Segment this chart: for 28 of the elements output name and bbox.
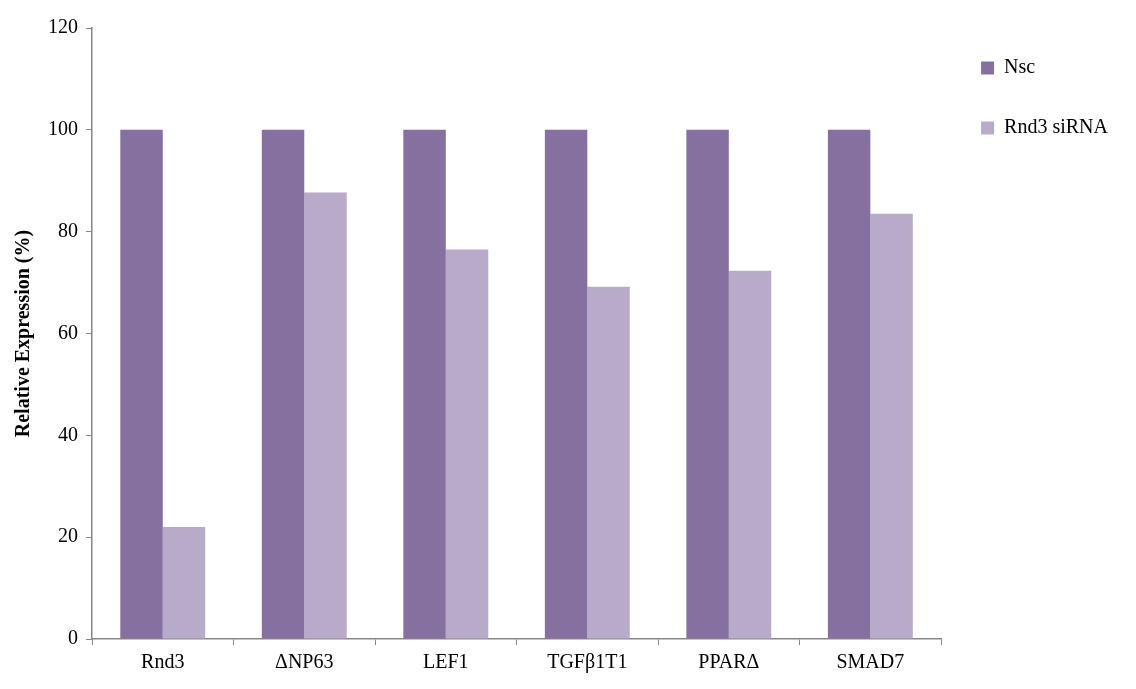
bar bbox=[162, 526, 206, 639]
bar bbox=[261, 129, 305, 639]
bar bbox=[304, 192, 347, 639]
x-tick-label: PPARΔ bbox=[698, 650, 760, 673]
x-tick-label: LEF1 bbox=[423, 650, 469, 673]
y-tick-label: 60 bbox=[58, 320, 78, 343]
y-tick-label: 120 bbox=[48, 15, 78, 38]
bar bbox=[445, 249, 489, 639]
x-tick-label: SMAD7 bbox=[836, 650, 905, 673]
x-tick-label: Rnd3 bbox=[141, 650, 185, 673]
y-tick-label: 40 bbox=[58, 422, 78, 445]
bar bbox=[686, 129, 729, 639]
y-tick-label: 20 bbox=[58, 524, 78, 547]
legend-label: Nsc bbox=[1004, 55, 1036, 78]
bar bbox=[120, 129, 163, 639]
x-tick-label: TGFβ1T1 bbox=[547, 650, 628, 674]
bar bbox=[587, 286, 630, 639]
y-tick-label: 80 bbox=[58, 218, 78, 241]
y-tick-label: 100 bbox=[48, 117, 78, 140]
bar bbox=[728, 270, 772, 639]
legend-label: Rnd3 siRNA bbox=[1004, 115, 1109, 138]
y-tick-label: 0 bbox=[68, 626, 78, 649]
bar bbox=[403, 129, 446, 639]
bar bbox=[870, 213, 913, 639]
y-axis-title: Relative Expression (%) bbox=[11, 229, 35, 438]
x-tick-label: ΔNP63 bbox=[275, 650, 334, 673]
bar bbox=[827, 129, 871, 639]
bar bbox=[544, 129, 588, 639]
